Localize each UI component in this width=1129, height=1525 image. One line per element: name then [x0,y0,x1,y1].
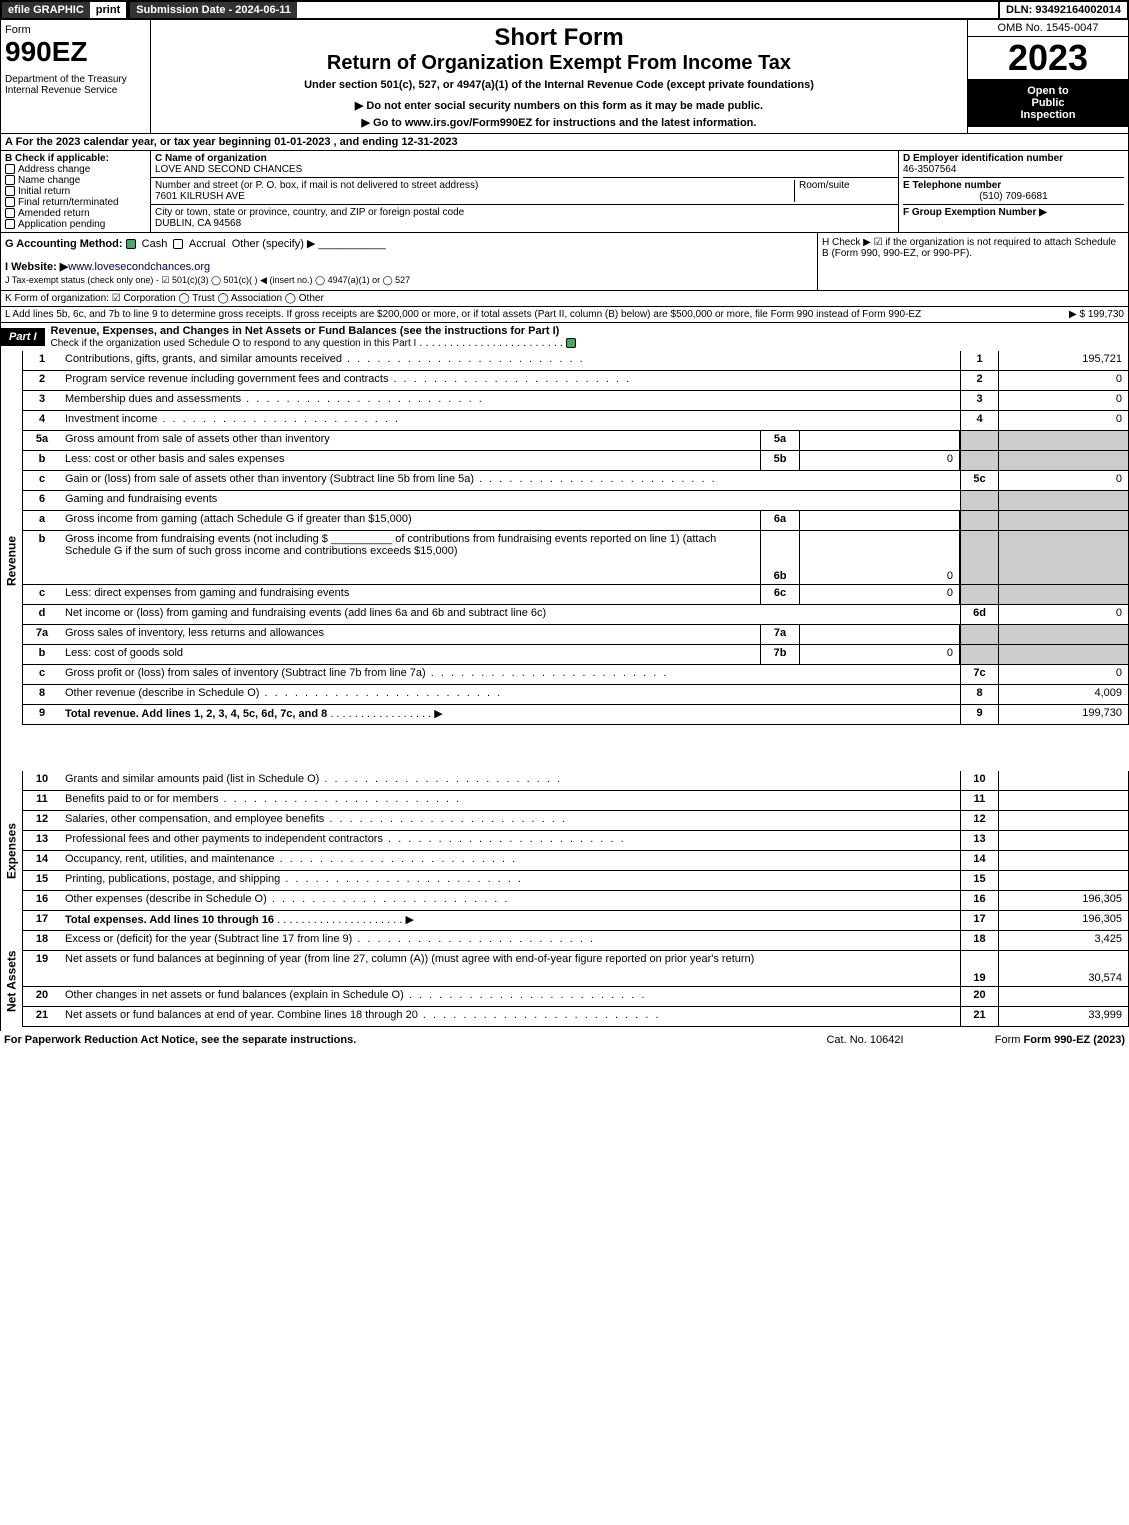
org-name: LOVE AND SECOND CHANCES [155,164,302,175]
vtab-netassets: Net Assets [0,931,22,1031]
under-section: Under section 501(c), 527, or 4947(a)(1)… [155,79,963,91]
form-number: 990EZ [5,36,146,68]
section-k: K Form of organization: ☑ Corporation ◯ … [0,291,1129,307]
col-c: C Name of organizationLOVE AND SECOND CH… [151,151,898,232]
line6d-val: 0 [998,605,1128,624]
street: 7601 KILRUSH AVE [155,191,245,202]
chk-amended[interactable] [5,208,15,218]
chk-initial[interactable] [5,186,15,196]
line6a-val [800,511,960,530]
line14-val [998,851,1128,870]
efile-button[interactable]: efile GRAPHIC [2,2,90,18]
chk-cash[interactable] [126,239,136,249]
vtab-revenue: Revenue [0,351,22,771]
line4-val: 0 [998,411,1128,430]
tax-exempt-status: J Tax-exempt status (check only one) - ☑… [5,275,813,286]
form-header: Form 990EZ Department of the Treasury In… [0,20,1129,134]
part1-header: Part I Revenue, Expenses, and Changes in… [0,323,1129,351]
website-link[interactable]: www.lovesecondchances.org [68,261,210,273]
line16-val: 196,305 [998,891,1128,910]
submission-date: Submission Date - 2024-06-11 [128,2,297,18]
line7b-val: 0 [800,645,960,664]
section-gh: G Accounting Method: Cash Accrual Other … [0,233,1129,291]
line5a-val [800,431,960,450]
chk-schedule-o[interactable] [566,338,576,348]
print-button[interactable]: print [90,2,128,18]
top-bar: efile GRAPHIC print Submission Date - 20… [0,0,1129,20]
line20-val [998,987,1128,1006]
chk-address[interactable] [5,164,15,174]
line11-val [998,791,1128,810]
ssn-warning: ▶ Do not enter social security numbers o… [155,99,963,112]
netassets-block: Net Assets 18Excess or (deficit) for the… [0,931,1129,1031]
vtab-expenses: Expenses [0,771,22,931]
col-d: D Employer identification number 46-3507… [898,151,1128,232]
line6b-val: 0 [800,531,960,584]
line10-val [998,771,1128,790]
line12-val [998,811,1128,830]
line2-val: 0 [998,371,1128,390]
ein: 46-3507564 [903,164,1124,175]
city: DUBLIN, CA 94568 [155,218,241,229]
goto-link[interactable]: ▶ Go to www.irs.gov/Form990EZ for instru… [155,116,963,129]
telephone: (510) 709-6681 [903,191,1124,202]
open-public: Open toPublicInspection [968,79,1128,127]
line3-val: 0 [998,391,1128,410]
chk-accrual[interactable] [173,239,183,249]
section-a: A For the 2023 calendar year, or tax yea… [0,134,1129,151]
section-l: L Add lines 5b, 6c, and 7b to line 9 to … [0,307,1129,323]
line5b-val: 0 [800,451,960,470]
section-bcd: B Check if applicable: Address change Na… [0,151,1129,233]
chk-name[interactable] [5,175,15,185]
form-label: Form [5,24,146,36]
line13-val [998,831,1128,850]
revenue-block: Revenue 1Contributions, gifts, grants, a… [0,351,1129,771]
line15-val [998,871,1128,890]
line19-val: 30,574 [998,951,1128,986]
group-exemption: F Group Exemption Number ▶ [903,207,1047,218]
omb: OMB No. 1545-0047 [968,20,1128,37]
section-h: H Check ▶ ☑ if the organization is not r… [818,233,1128,290]
footer: For Paperwork Reduction Act Notice, see … [0,1031,1129,1049]
dept: Department of the Treasury Internal Reve… [5,74,146,96]
chk-final[interactable] [5,197,15,207]
room-suite: Room/suite [794,180,894,202]
line5c-val: 0 [998,471,1128,490]
line6c-val: 0 [800,585,960,604]
gross-receipts: ▶ $ 199,730 [1004,309,1124,320]
cat-no: Cat. No. 10642I [765,1034,965,1046]
line18-val: 3,425 [998,931,1128,950]
expenses-block: Expenses 10Grants and similar amounts pa… [0,771,1129,931]
chk-pending[interactable] [5,219,15,229]
line8-val: 4,009 [998,685,1128,704]
form-ref: Form Form 990-EZ (2023) [965,1034,1125,1046]
line17-val: 196,305 [998,911,1128,930]
dln: DLN: 93492164002014 [998,2,1127,18]
tax-year: 2023 [968,37,1128,79]
line21-val: 33,999 [998,1007,1128,1026]
line9-val: 199,730 [998,705,1128,724]
line7a-val [800,625,960,644]
line1-val: 195,721 [998,351,1128,370]
col-b: B Check if applicable: Address change Na… [1,151,151,232]
line7c-val: 0 [998,665,1128,684]
title-main: Return of Organization Exempt From Incom… [155,52,963,75]
title-short: Short Form [155,24,963,52]
